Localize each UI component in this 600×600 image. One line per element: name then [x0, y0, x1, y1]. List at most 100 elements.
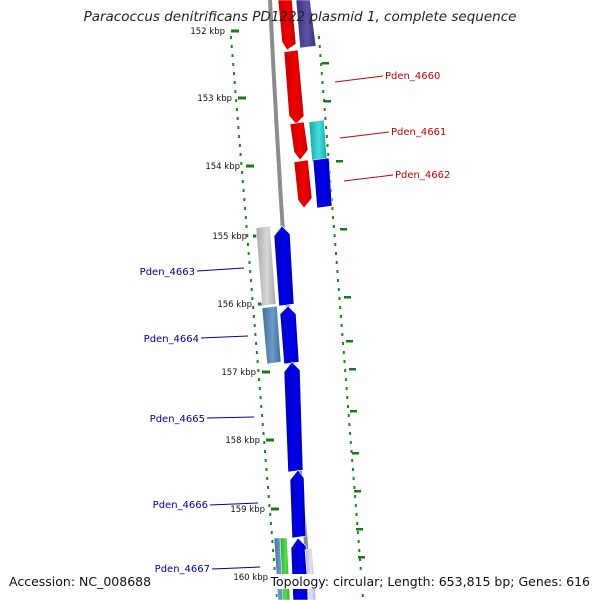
gc-dot [323, 108, 326, 111]
gc-dot [346, 396, 349, 399]
gc-dot [322, 90, 325, 93]
gc-dot [275, 594, 278, 597]
gc-dot [320, 72, 323, 75]
gc-dot [356, 522, 359, 525]
gc-dot [238, 144, 241, 147]
gene-arrow-pden-4667[interactable] [290, 537, 309, 600]
gc-dot [337, 279, 340, 282]
gc-dot [260, 405, 263, 408]
gene-label[interactable]: Pden_4667 [155, 564, 210, 575]
gc-dot [239, 153, 242, 156]
gene-arrow-pden-4662[interactable] [293, 159, 313, 209]
gene-arrow-pden-4665[interactable] [283, 361, 304, 473]
accession-text: Accession: NC_008688 [7, 574, 154, 589]
gene-arrow-pden-4663[interactable] [255, 225, 277, 307]
gc-dot [332, 216, 335, 219]
gene-arrow-red[interactable] [277, 0, 297, 51]
gene-label[interactable]: Pden_4660 [385, 71, 440, 82]
gc-dot [344, 369, 347, 372]
gc-dot [265, 468, 268, 471]
gc-dot [247, 243, 249, 246]
gene-label[interactable]: Pden_4665 [150, 414, 205, 425]
gc-dot [240, 162, 243, 165]
gene-label[interactable]: Pden_4666 [153, 500, 208, 511]
gc-dot [354, 495, 357, 498]
gc-dot [339, 306, 342, 309]
gene-label[interactable]: Pden_4664 [144, 334, 199, 345]
gc-dot [247, 252, 250, 255]
gc-content-bar [324, 100, 331, 103]
gene-arrow-blue-2[interactable] [279, 305, 300, 365]
gc-dot [269, 522, 272, 525]
gc-dot [235, 108, 238, 111]
gc-dot [321, 81, 324, 84]
gc-dot [234, 90, 237, 93]
gc-dot [347, 414, 350, 417]
gene-arrow-pden-4660[interactable] [283, 49, 305, 125]
gene-arrow-pden-4666[interactable] [289, 469, 307, 539]
gc-dot [244, 216, 247, 219]
gene-label[interactable]: Pden_4662 [395, 170, 450, 181]
gc-dot [270, 531, 273, 534]
gene-arrow-pden-4664[interactable] [261, 305, 282, 365]
gc-dot [243, 198, 246, 201]
gc-dot [264, 450, 266, 453]
gc-dot [334, 243, 337, 246]
gc-dot [333, 234, 336, 237]
gc-dot [252, 315, 255, 318]
gene-arrow-pden-4661[interactable] [289, 121, 309, 161]
gene-label[interactable]: Pden_4661 [391, 127, 446, 138]
gene-label[interactable]: Pden_4663 [140, 267, 195, 278]
scale-tick-label: 155 kbp [212, 232, 247, 242]
gc-dot [230, 36, 232, 39]
gc-dot [235, 99, 238, 102]
gene-arrow-blue-1[interactable] [273, 225, 295, 307]
gc-dot [252, 306, 255, 309]
gc-dot [341, 333, 344, 336]
gc-dot [327, 153, 330, 156]
gc-dot [352, 477, 355, 480]
scale-tick-label: 156 kbp [217, 300, 252, 310]
gc-content-bar [349, 368, 356, 371]
gc-dot [258, 378, 261, 381]
gc-dot [257, 369, 260, 372]
scale-tick [271, 507, 279, 511]
gc-content-bar [356, 528, 363, 531]
gc-dot [246, 234, 249, 237]
scale-tick [266, 438, 274, 442]
scale-tick [238, 96, 246, 100]
gc-skew-track-inner [230, 36, 278, 597]
gc-dot [263, 441, 266, 444]
gc-dot [244, 207, 246, 210]
gc-dot [351, 468, 354, 471]
gc-dot [349, 441, 352, 444]
gc-dot [322, 99, 325, 102]
gc-dot [356, 531, 359, 534]
gc-dot [250, 288, 253, 291]
gene-arrow-cyan[interactable] [308, 119, 328, 163]
gc-dot [355, 513, 358, 516]
gc-dot [249, 270, 252, 273]
gene-label-leader [200, 335, 249, 339]
gc-dot [339, 315, 342, 318]
gc-dot [248, 261, 251, 264]
gc-dot [251, 297, 254, 300]
gc-dot [319, 54, 322, 57]
gc-dot [230, 45, 233, 48]
gc-dot [343, 360, 346, 363]
gene-arrow-purple[interactable] [295, 0, 317, 49]
gc-dot [342, 351, 345, 354]
gc-dot [357, 540, 360, 543]
gene-arrow-blue-upper[interactable] [312, 157, 333, 209]
gc-dot [326, 144, 329, 147]
gc-dot [348, 423, 351, 426]
scale-tick [231, 29, 239, 33]
gc-dot [267, 495, 270, 498]
gc-content-bar [350, 410, 357, 413]
gc-dot [241, 180, 244, 183]
gc-content-bar [346, 340, 353, 343]
scale-tick-label: 160 kbp [233, 573, 268, 583]
scale-tick-label: 152 kbp [190, 27, 225, 37]
